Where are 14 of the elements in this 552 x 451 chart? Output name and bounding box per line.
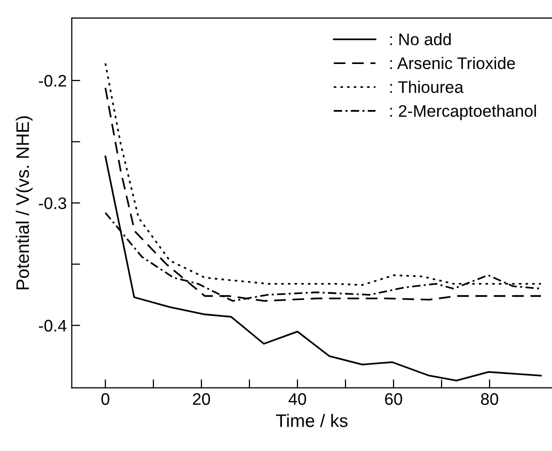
x-tick-label: 0 bbox=[101, 393, 110, 405]
x-tick-label: 60 bbox=[385, 393, 402, 405]
x-tick-label: 20 bbox=[192, 393, 210, 405]
legend-label: : Thiourea bbox=[390, 80, 464, 94]
legend-label: : 2-Mercaptoethanol bbox=[390, 104, 536, 120]
y-tick-label: -0.4 bbox=[38, 320, 66, 332]
x-tick-label: 80 bbox=[481, 393, 498, 405]
x-tick-label: 40 bbox=[288, 393, 306, 405]
y-tick-label: -0.2 bbox=[38, 74, 66, 87]
legend-label: : Arsenic Trioxide bbox=[390, 56, 515, 70]
legend-label: : No add bbox=[390, 33, 451, 46]
y-tick-label: -0.3 bbox=[38, 197, 66, 210]
y-axis-title: Potential / V(vs. NHE) bbox=[16, 116, 33, 290]
x-axis-title: Time / ks bbox=[276, 414, 348, 428]
